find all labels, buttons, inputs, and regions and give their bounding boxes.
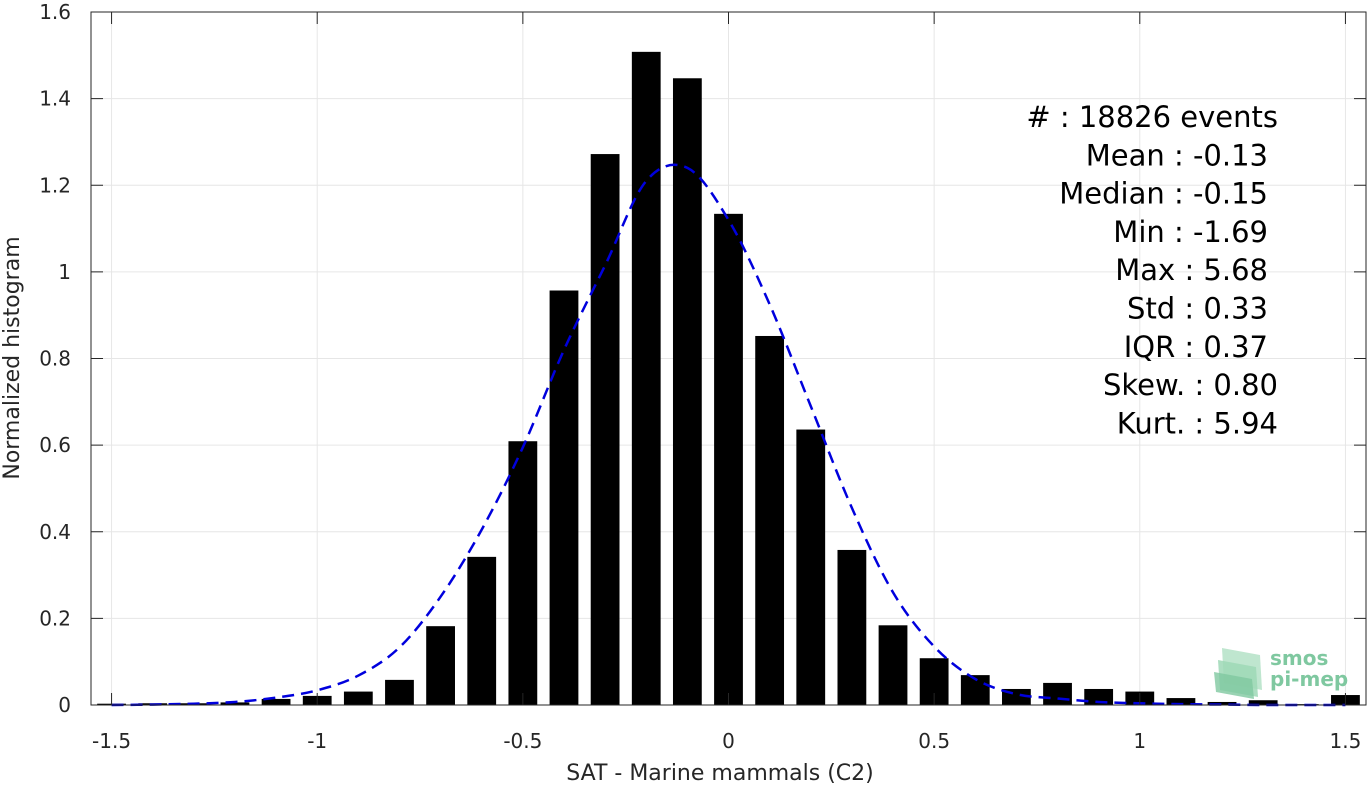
logo: smos pi-mep [1214, 646, 1348, 699]
histogram-bar [467, 556, 497, 705]
y-tick-label: 0.2 [39, 606, 71, 630]
histogram-bar [590, 154, 620, 705]
histogram-bar [1207, 701, 1237, 705]
y-tick-label: 1.6 [39, 0, 71, 24]
x-tick-label: 0.5 [918, 729, 950, 753]
x-tick-label: -1 [307, 729, 327, 753]
x-tick-label: 1 [1133, 729, 1146, 753]
stat-line: # : 18826 events [1026, 100, 1278, 134]
histogram-bar [672, 78, 702, 705]
axes-frame [90, 11, 1367, 706]
fit-curve [111, 163, 1346, 707]
histogram-bar [755, 335, 785, 705]
stat-line: Min : -1.69 [1113, 215, 1268, 249]
histogram-bar [261, 698, 291, 705]
x-tick-label: 1.5 [1330, 729, 1362, 753]
histogram-bar [426, 626, 455, 705]
axes-box [90, 11, 1367, 706]
y-tick-labels: 0 0.2 0.4 0.6 0.8 1 1.2 1.4 1.6 [39, 0, 71, 717]
stat-line: Median : -0.15 [1059, 177, 1268, 211]
histogram-bar [796, 429, 826, 705]
histogram-bar [878, 625, 908, 705]
y-tick-label: 0.8 [39, 347, 71, 371]
x-tick-labels: -1.5 -1 -0.5 0 0.5 1 1.5 [92, 729, 1361, 753]
y-tick-label: 1.2 [39, 173, 71, 197]
stat-line: Kurt. : 5.94 [1117, 406, 1278, 440]
y-tick-label: 0.6 [39, 433, 71, 457]
histogram-bar [714, 213, 743, 705]
x-tick-label: -1.5 [92, 729, 131, 753]
stat-line: Max : 5.68 [1115, 253, 1268, 287]
stats-box: # : 18826 events Mean : -0.13 Median : -0.… [1026, 100, 1278, 440]
y-tick-label: 1 [58, 260, 71, 284]
logo-text-line2: pi-mep [1270, 667, 1348, 691]
logo-icon [1214, 648, 1262, 699]
histogram-bar [1084, 688, 1114, 705]
histogram-bar [837, 549, 867, 705]
histogram-bar [631, 51, 661, 706]
y-tick-label: 0 [58, 693, 71, 717]
histogram-bar [220, 702, 250, 705]
histogram-bar [1043, 682, 1072, 705]
histogram-bar [385, 679, 414, 705]
histogram-bar [1166, 698, 1196, 705]
stat-line: Std : 0.33 [1127, 292, 1268, 326]
histogram-bar [1248, 700, 1278, 705]
x-axis-label: SAT - Marine mammals (C2) [566, 761, 874, 785]
logo-text-line1: smos [1270, 646, 1328, 670]
stat-line: Mean : -0.13 [1086, 138, 1268, 172]
bars [97, 51, 1360, 706]
y-tick-label: 0.4 [39, 520, 71, 544]
y-tick-label: 1.4 [39, 87, 71, 111]
stat-line: IQR : 0.37 [1124, 330, 1268, 364]
histogram-bar [549, 290, 579, 705]
stat-line: Skew. : 0.80 [1103, 368, 1278, 402]
x-tick-label: -0.5 [503, 729, 542, 753]
histogram-bar [508, 441, 538, 705]
y-axis-label: Normalized histogram [0, 236, 25, 479]
x-tick-label: 0 [722, 729, 735, 753]
histogram-bar [343, 691, 373, 705]
